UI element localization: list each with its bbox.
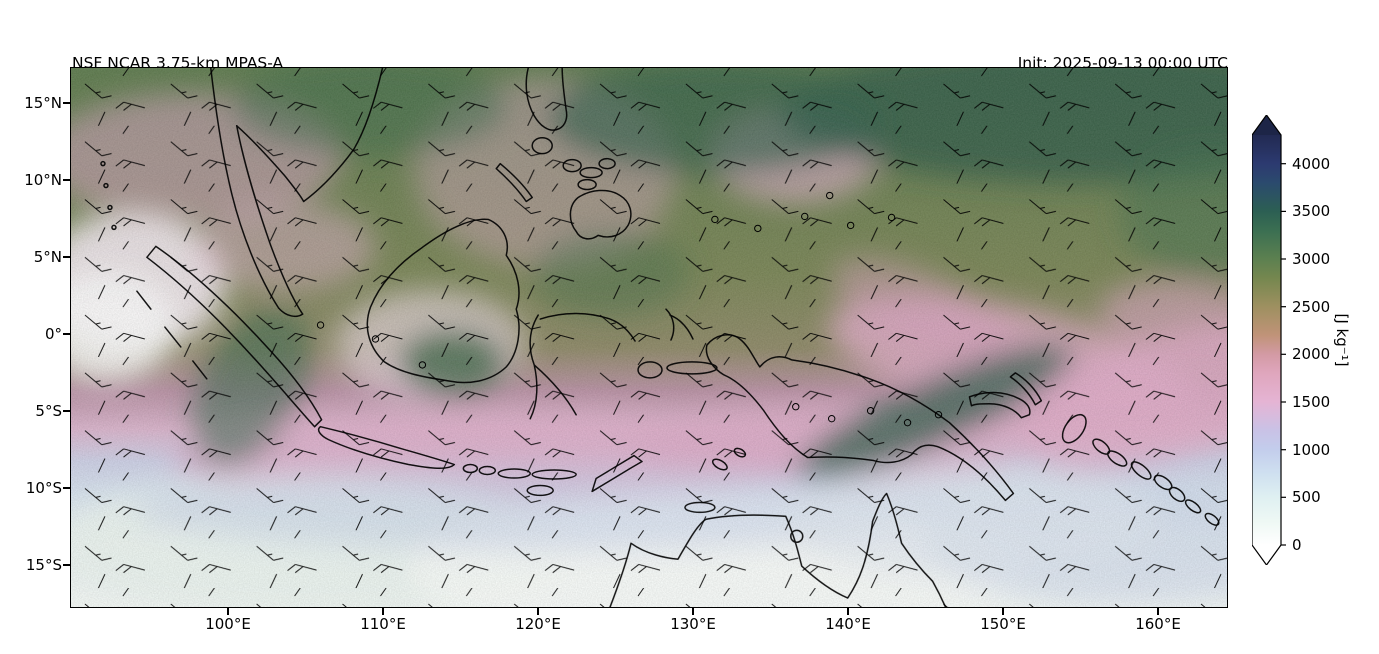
lon-tick-label: 150°E	[980, 615, 1026, 633]
lat-tick-label: 15°S	[25, 556, 62, 574]
lon-tick-mark	[1157, 608, 1159, 615]
lat-tick-mark	[63, 487, 70, 489]
colorbar-gradient	[1252, 135, 1281, 545]
lon-tick-label: 140°E	[825, 615, 871, 633]
lat-tick-label: 5°N	[33, 248, 62, 266]
lon-tick-label: 120°E	[515, 615, 561, 633]
lon-tick-mark	[227, 608, 229, 615]
lat-tick-mark	[63, 410, 70, 412]
lon-tick-mark	[537, 608, 539, 615]
colorbar-over-arrow	[1252, 115, 1281, 135]
lon-tick-mark	[847, 608, 849, 615]
lat-tick-mark	[63, 102, 70, 104]
colorbar-tick-label: 0	[1292, 536, 1302, 554]
lat-tick-mark	[63, 256, 70, 258]
colorbar-tick-label: 3000	[1292, 250, 1331, 268]
colorbar-svg	[1251, 113, 1286, 567]
lon-tick-label: 100°E	[205, 615, 251, 633]
lon-tick-label: 110°E	[360, 615, 406, 633]
wind-barbs-layer	[71, 68, 1227, 607]
lat-tick-label: 10°S	[25, 479, 62, 497]
lon-tick-mark	[692, 608, 694, 615]
cape-map-svg	[71, 68, 1227, 607]
map-plot-area	[70, 67, 1228, 608]
lat-tick-mark	[63, 564, 70, 566]
lon-tick-mark	[382, 608, 384, 615]
colorbar-tick-label: 1500	[1292, 393, 1331, 411]
colorbar-tick-label: 4000	[1292, 155, 1331, 173]
lat-tick-label: 10°N	[24, 171, 62, 189]
colorbar-tick-label: 500	[1292, 488, 1321, 506]
colorbar-tick-label: 1000	[1292, 441, 1331, 459]
colorbar-units-label: [J kg⁻¹]	[1333, 313, 1351, 367]
lat-tick-mark	[63, 333, 70, 335]
colorbar-under-arrow	[1252, 545, 1281, 565]
colorbar	[1251, 113, 1288, 567]
colorbar-tick-marks	[1281, 163, 1286, 546]
lon-tick-mark	[1002, 608, 1004, 615]
lat-tick-label: 0°	[44, 325, 62, 343]
lat-tick-label: 5°S	[35, 402, 62, 420]
lat-tick-label: 15°N	[24, 94, 62, 112]
lat-tick-mark	[63, 179, 70, 181]
lon-tick-label: 130°E	[670, 615, 716, 633]
colorbar-tick-label: 2500	[1292, 298, 1331, 316]
lon-tick-label: 160°E	[1135, 615, 1181, 633]
calm-wind-circles	[316, 191, 943, 427]
colorbar-tick-label: 3500	[1292, 202, 1331, 220]
colorbar-tick-label: 2000	[1292, 345, 1331, 363]
